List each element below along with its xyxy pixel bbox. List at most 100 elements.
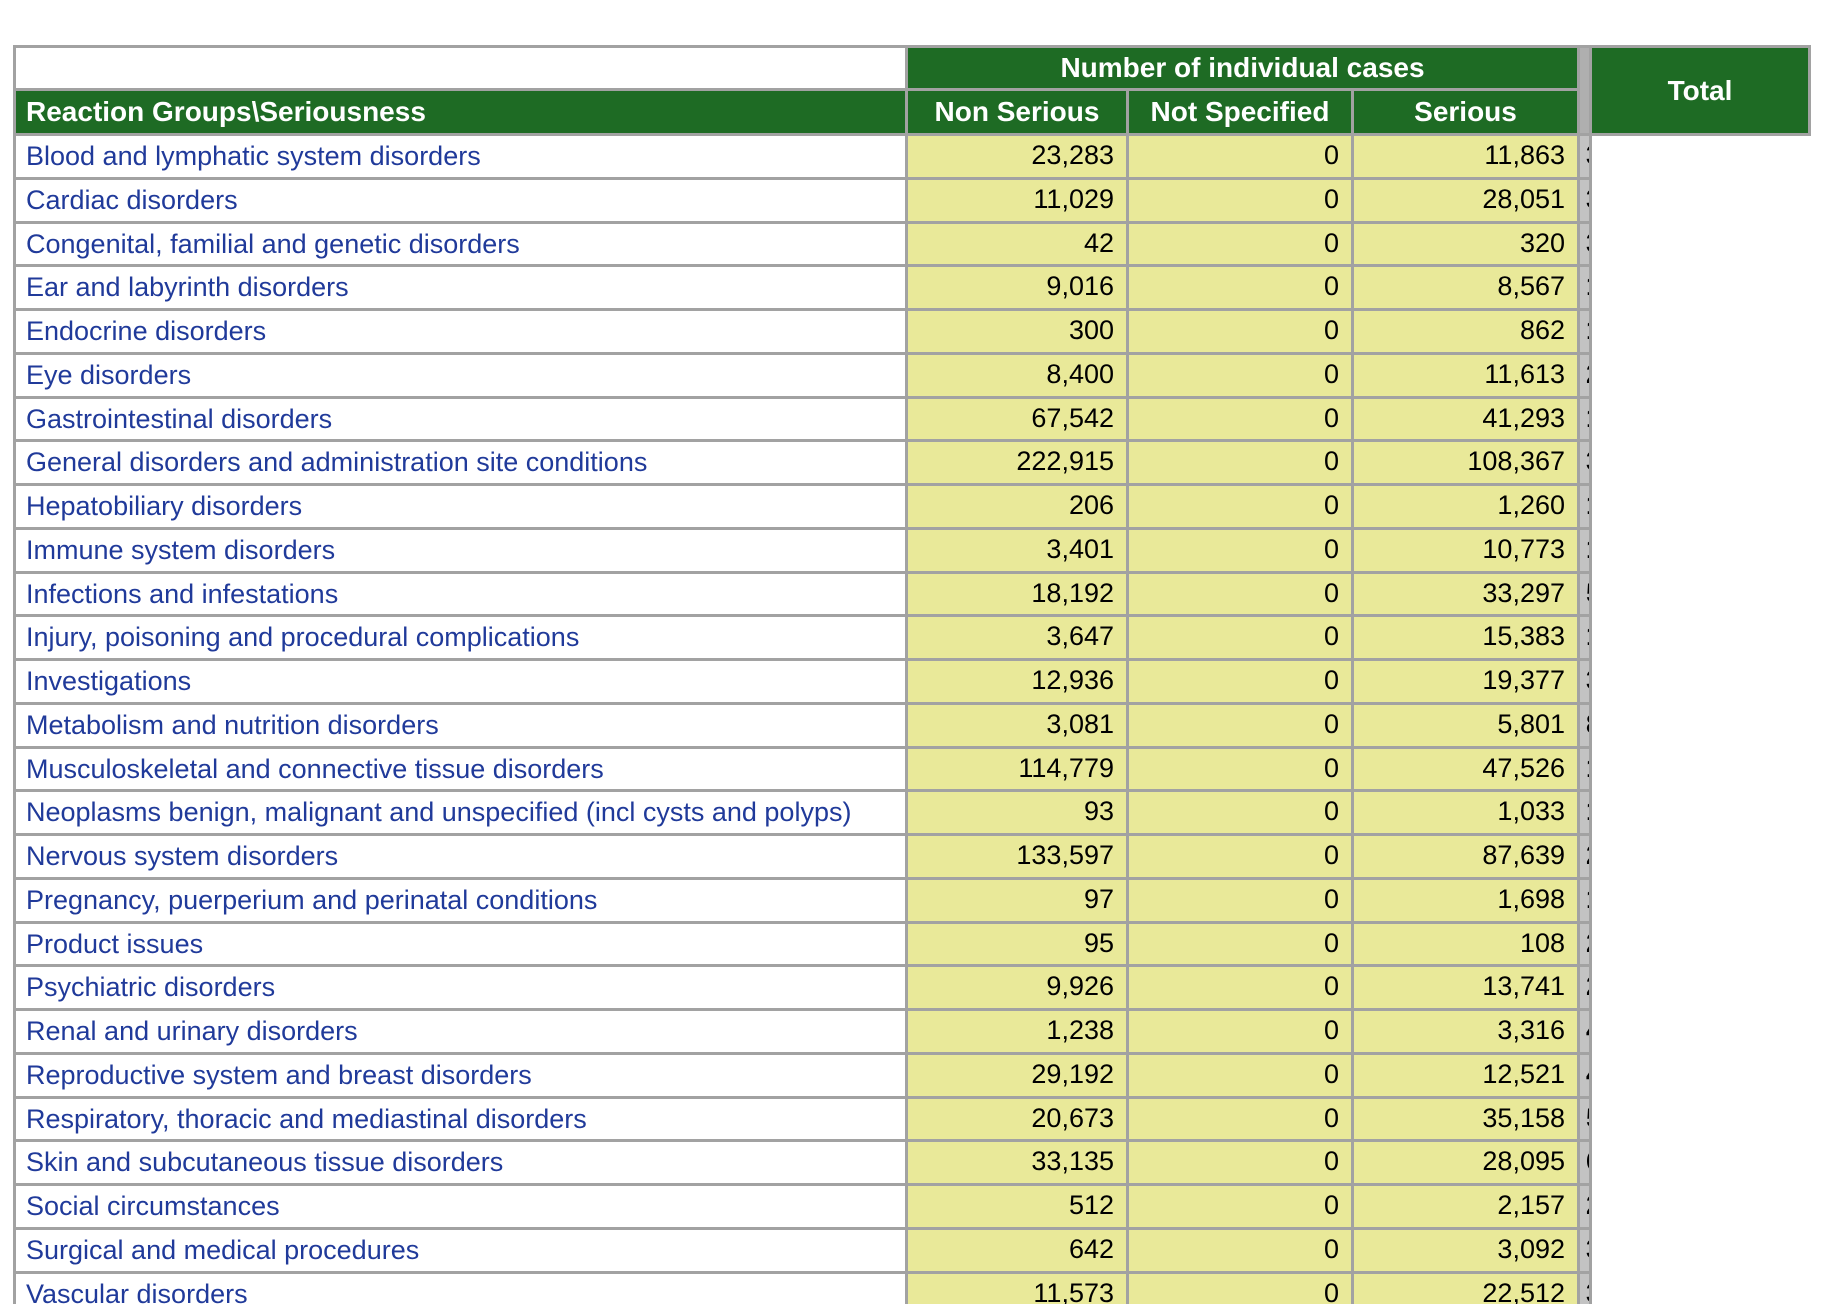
reaction-group-label[interactable]: Reproductive system and breast disorders: [13, 1051, 908, 1099]
reaction-group-label[interactable]: Vascular disorders: [13, 1270, 908, 1304]
serious-value: 1,260: [1351, 483, 1580, 530]
reaction-group-label[interactable]: Product issues: [13, 920, 908, 968]
non-serious-value: 23,283: [905, 133, 1129, 180]
table-row: Endocrine disorders30008621,162: [13, 308, 1810, 355]
table-row: Injury, poisoning and procedural complic…: [13, 614, 1810, 661]
reaction-group-label[interactable]: Renal and urinary disorders: [13, 1008, 908, 1055]
serious-value: 35,158: [1351, 1095, 1580, 1143]
cases-group-header: Number of individual cases: [905, 45, 1580, 91]
non-serious-value: 512: [905, 1183, 1129, 1230]
serious-value: 47,526: [1351, 745, 1580, 793]
row-total-value: 1,795: [1577, 876, 1592, 924]
non-serious-value: 95: [905, 920, 1129, 968]
not-specified-value: 0: [1126, 526, 1354, 574]
reaction-group-label[interactable]: Social circumstances: [13, 1183, 908, 1230]
row-total-value: 1,126: [1577, 789, 1592, 836]
reaction-group-label[interactable]: Investigations: [13, 658, 908, 705]
table-row: Ear and labyrinth disorders9,01608,56717…: [13, 264, 1810, 311]
reaction-group-label[interactable]: Musculoskeletal and connective tissue di…: [13, 745, 908, 793]
row-total-value: 1,162: [1577, 308, 1592, 355]
non-serious-value: 12,936: [905, 658, 1129, 705]
not-specified-value: 0: [1126, 133, 1354, 180]
reaction-group-label[interactable]: Infections and infestations: [13, 570, 908, 618]
not-specified-value: 0: [1126, 1226, 1354, 1274]
table-row: Blood and lymphatic system disorders 23,2…: [13, 133, 1810, 180]
row-total-value: 32,313: [1577, 658, 1592, 705]
col-header-non-serious: Non Serious: [905, 88, 1129, 136]
reaction-group-label[interactable]: Congenital, familial and genetic disorde…: [13, 220, 908, 268]
reaction-group-label[interactable]: Ear and labyrinth disorders: [13, 264, 908, 311]
reaction-group-label[interactable]: Neoplasms benign, malignant and unspecif…: [13, 789, 908, 836]
row-total-value: 331,282: [1577, 439, 1592, 486]
table-row: Musculoskeletal and connective tissue di…: [13, 745, 1810, 793]
reaction-group-label[interactable]: Eye disorders: [13, 351, 908, 399]
reaction-group-label[interactable]: Gastrointestinal disorders: [13, 395, 908, 443]
not-specified-value: 0: [1126, 1051, 1354, 1099]
non-serious-value: 3,401: [905, 526, 1129, 574]
non-serious-value: 67,542: [905, 395, 1129, 443]
row-total-value: 23,667: [1577, 964, 1592, 1011]
not-specified-value: 0: [1126, 264, 1354, 311]
non-serious-value: 114,779: [905, 745, 1129, 793]
non-serious-value: 97: [905, 876, 1129, 924]
header-group-row: Number of individual cases Total: [13, 45, 1811, 136]
reaction-group-label[interactable]: Skin and subcutaneous tissue disorders: [13, 1139, 908, 1186]
reaction-group-label[interactable]: Blood and lymphatic system disorders: [13, 133, 908, 180]
reaction-group-label[interactable]: Nervous system disorders: [13, 833, 908, 880]
row-total-value: 2,669: [1577, 1183, 1592, 1230]
row-total-value: 39,080: [1577, 176, 1592, 224]
serious-value: 12,521: [1351, 1051, 1580, 1099]
reaction-group-label[interactable]: General disorders and administration sit…: [13, 439, 908, 486]
row-total-value: 8,882: [1577, 701, 1592, 749]
reaction-group-label[interactable]: Hepatobiliary disorders: [13, 483, 908, 530]
non-serious-value: 11,573: [905, 1270, 1129, 1304]
serious-value: 3,092: [1351, 1226, 1580, 1274]
not-specified-value: 0: [1126, 876, 1354, 924]
reaction-group-label[interactable]: Immune system disorders: [13, 526, 908, 574]
reaction-groups-table: Number of individual cases Total Reactio…: [13, 45, 1811, 1304]
serious-value: 87,639: [1351, 833, 1580, 880]
reaction-group-label[interactable]: Surgical and medical procedures: [13, 1226, 908, 1274]
row-total-value: 3,734: [1577, 1226, 1592, 1274]
not-specified-value: 0: [1126, 701, 1354, 749]
reaction-group-label[interactable]: Metabolism and nutrition disorders: [13, 701, 908, 749]
non-serious-value: 20,673: [905, 1095, 1129, 1143]
header-columns-row: Reaction Groups\Seriousness Non Serious …: [13, 88, 1810, 136]
reaction-group-label[interactable]: Cardiac disorders: [13, 176, 908, 224]
not-specified-value: 0: [1126, 614, 1354, 661]
non-serious-value: 1,238: [905, 1008, 1129, 1055]
table-row: Congenital, familial and genetic disorde…: [13, 220, 1810, 268]
row-total-value: 14,174: [1577, 526, 1592, 574]
non-serious-value: 9,926: [905, 964, 1129, 1011]
row-total-value: 55,831: [1577, 1095, 1592, 1143]
reaction-group-label[interactable]: Pregnancy, puerperium and perinatal cond…: [13, 876, 908, 924]
table-row: General disorders and administration sit…: [13, 439, 1810, 486]
non-serious-value: 93: [905, 789, 1129, 836]
non-serious-value: 9,016: [905, 264, 1129, 311]
non-serious-value: 206: [905, 483, 1129, 530]
reaction-group-label[interactable]: Endocrine disorders: [13, 308, 908, 355]
not-specified-value: 0: [1126, 1139, 1354, 1186]
not-specified-value: 0: [1126, 920, 1354, 968]
serious-value: 1,698: [1351, 876, 1580, 924]
row-total-value: 35,146: [1577, 133, 1592, 180]
corner-spacer: [13, 45, 908, 91]
serious-value: 8,567: [1351, 264, 1580, 311]
row-total-value: 51,489: [1577, 570, 1592, 618]
table-row: Renal and urinary disorders1,23803,3164,…: [13, 1008, 1810, 1055]
serious-value: 41,293: [1351, 395, 1580, 443]
not-specified-value: 0: [1126, 833, 1354, 880]
table-row: Reproductive system and breast disorders…: [13, 1051, 1810, 1099]
serious-value: 108: [1351, 920, 1580, 968]
serious-value: 15,383: [1351, 614, 1580, 661]
table-row: Surgical and medical procedures 642 0 3,092…: [13, 1226, 1810, 1274]
not-specified-value: 0: [1126, 789, 1354, 836]
non-serious-value: 8,400: [905, 351, 1129, 399]
reaction-group-label[interactable]: Respiratory, thoracic and mediastinal di…: [13, 1095, 908, 1143]
table-row: Neoplasms benign, malignant and unspecif…: [13, 789, 1810, 836]
reaction-group-label[interactable]: Injury, poisoning and procedural complic…: [13, 614, 908, 661]
row-total-value: 203: [1577, 920, 1592, 968]
reaction-group-label[interactable]: Psychiatric disorders: [13, 964, 908, 1011]
